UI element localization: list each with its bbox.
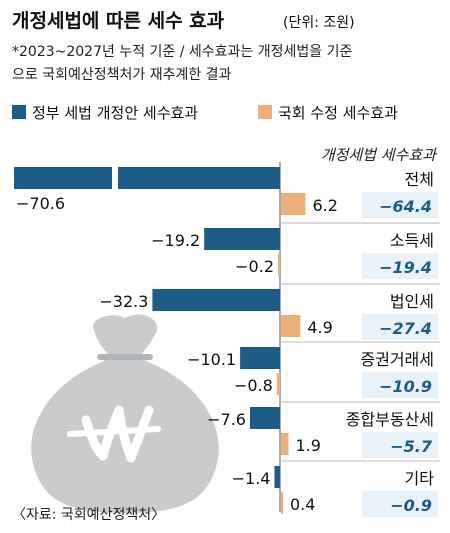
category-label: 소득세 bbox=[390, 231, 434, 250]
bar-assembly bbox=[276, 373, 280, 395]
totals-header: 개정세법 세수효과 bbox=[321, 146, 437, 164]
won-sign-icon bbox=[67, 405, 161, 463]
bar-assembly bbox=[281, 433, 289, 455]
bar-assembly bbox=[281, 492, 283, 514]
category-label: 기타 bbox=[405, 469, 435, 488]
unit-label: (단위: 조원) bbox=[283, 15, 355, 31]
bar-assembly bbox=[278, 254, 280, 276]
legend-label-assembly: 국회 수정 세수효과 bbox=[278, 104, 398, 122]
plot-area: −70.6 6.2 전체 −64.4 −19.2 −0.2 소득세 −19.4 −32.3 4.9… bbox=[14, 162, 440, 517]
bar-government bbox=[240, 347, 280, 369]
total-value: −0.9 bbox=[390, 496, 432, 515]
bar-government bbox=[204, 228, 280, 250]
category-label: 증권거래세 bbox=[360, 350, 434, 369]
bar-assembly bbox=[281, 315, 301, 337]
page-title: 개정세법에 따른 세수 효과 bbox=[12, 10, 225, 32]
data-label-government: −32.3 bbox=[99, 292, 148, 311]
bar-government bbox=[14, 167, 280, 189]
total-value-box bbox=[362, 314, 438, 340]
legend-swatch-government bbox=[12, 105, 26, 119]
data-label-assembly: 1.9 bbox=[296, 436, 321, 455]
bar-government bbox=[152, 289, 280, 311]
legend-swatch-assembly bbox=[258, 105, 272, 119]
total-value: −27.4 bbox=[379, 319, 432, 338]
total-value: −19.4 bbox=[379, 258, 432, 277]
category-label: 전체 bbox=[405, 170, 434, 189]
total-value-box bbox=[362, 432, 438, 458]
legend-label-government: 정부 세법 개정안 세수효과 bbox=[32, 104, 198, 122]
data-label-government: −1.4 bbox=[232, 469, 271, 488]
total-value-box bbox=[362, 192, 438, 218]
data-label-government: −19.2 bbox=[151, 231, 200, 250]
total-value: −10.9 bbox=[379, 377, 432, 396]
bar-assembly bbox=[281, 193, 306, 215]
total-value-box bbox=[362, 491, 438, 517]
data-label-assembly: 0.4 bbox=[290, 495, 315, 514]
note-line-2: 으로 국회예산정책처가 재추계한 결과 bbox=[12, 67, 232, 83]
bar-government bbox=[249, 407, 280, 429]
data-label-assembly: 4.9 bbox=[307, 318, 332, 337]
note-line-1: *2023~2027년 누적 기준 / 세수효과는 개정세법을 기준 bbox=[12, 44, 352, 60]
money-bag-icon bbox=[31, 314, 219, 513]
source-credit: 〈자료: 국회예산정책처〉 bbox=[12, 507, 165, 523]
data-label-assembly: −0.8 bbox=[234, 376, 273, 395]
category-label: 종합부동산세 bbox=[346, 410, 434, 429]
bar-government bbox=[274, 466, 280, 488]
total-value-box bbox=[362, 372, 438, 398]
data-label-assembly: 6.2 bbox=[312, 196, 337, 215]
data-label-government: −70.6 bbox=[16, 194, 65, 213]
total-value-box bbox=[362, 253, 438, 279]
total-value: −5.7 bbox=[390, 437, 433, 456]
legend: 정부 세법 개정안 세수효과 국회 수정 세수효과 bbox=[12, 104, 398, 122]
data-label-government: −7.6 bbox=[207, 410, 246, 429]
axis-break-gap bbox=[112, 166, 118, 190]
category-label: 법인세 bbox=[390, 292, 434, 311]
total-value: −64.4 bbox=[379, 197, 432, 216]
data-label-assembly: −0.2 bbox=[235, 257, 274, 276]
data-label-government: −10.1 bbox=[187, 350, 236, 369]
